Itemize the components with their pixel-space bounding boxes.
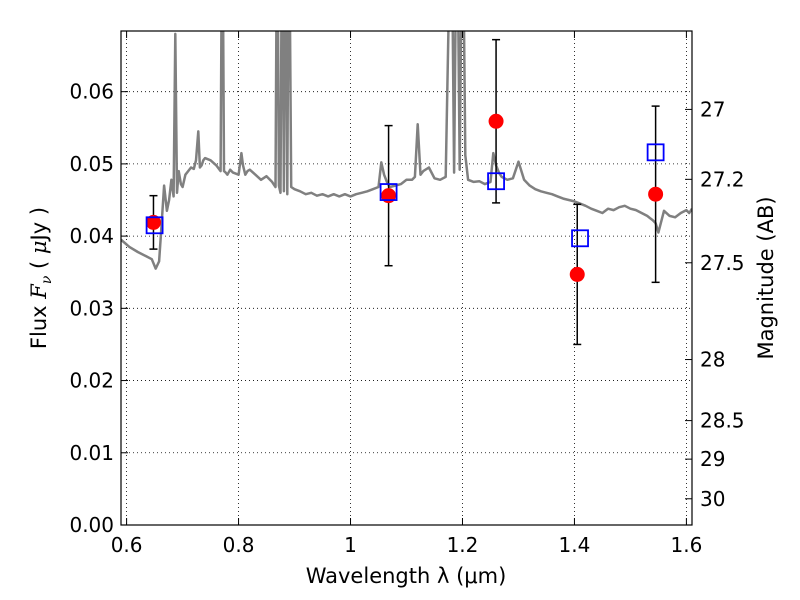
observed-point xyxy=(488,113,504,129)
mag-tick-label: 30 xyxy=(700,487,725,511)
x-tick-label: 1.6 xyxy=(670,533,702,557)
axis-ticks: 0.6 0.8 1 1.2 1.4 1.6 0.00 0.01 0.02 0.03 0.04 0.05… xyxy=(69,31,745,557)
model-point xyxy=(487,172,505,191)
mag-tick-label: 29 xyxy=(700,447,725,471)
x-tick-label: 1.2 xyxy=(447,533,479,557)
y-tick-label: 0.05 xyxy=(69,152,114,176)
observed-point xyxy=(569,266,585,282)
model-point xyxy=(145,216,164,235)
x-tick-label: 1.4 xyxy=(559,533,591,557)
mag-tick-label: 28.5 xyxy=(700,409,745,433)
observed-point xyxy=(648,186,664,202)
mag-tick-label: 27 xyxy=(700,97,725,121)
sed-line xyxy=(121,31,692,270)
y-tick-label: 0.02 xyxy=(69,369,114,393)
mag-tick-label: 28 xyxy=(700,348,725,372)
model-point xyxy=(646,143,665,162)
y-tick-label: 0.01 xyxy=(69,441,114,465)
y-tick-label: 0.06 xyxy=(69,80,114,104)
x-tick-label: 0.8 xyxy=(223,533,255,557)
y-tick-label: 0.04 xyxy=(69,224,114,248)
model-point xyxy=(571,229,589,248)
x-tick-label: 0.6 xyxy=(111,533,143,557)
mag-tick-label: 27.2 xyxy=(700,167,745,191)
sed-layer xyxy=(121,31,692,270)
data-points xyxy=(145,38,665,346)
y-tick-label: 0.03 xyxy=(69,296,114,320)
x-axis-label: Wavelength λ (μm) xyxy=(306,564,507,588)
y-tick-label: 0.00 xyxy=(69,513,114,537)
model-point xyxy=(379,183,398,201)
y-axis-label-right: Magnitude (AB) xyxy=(754,196,778,359)
x-tick-label: 1 xyxy=(344,533,357,557)
mag-tick-label: 27.5 xyxy=(700,251,745,275)
plot-frame xyxy=(120,30,693,526)
